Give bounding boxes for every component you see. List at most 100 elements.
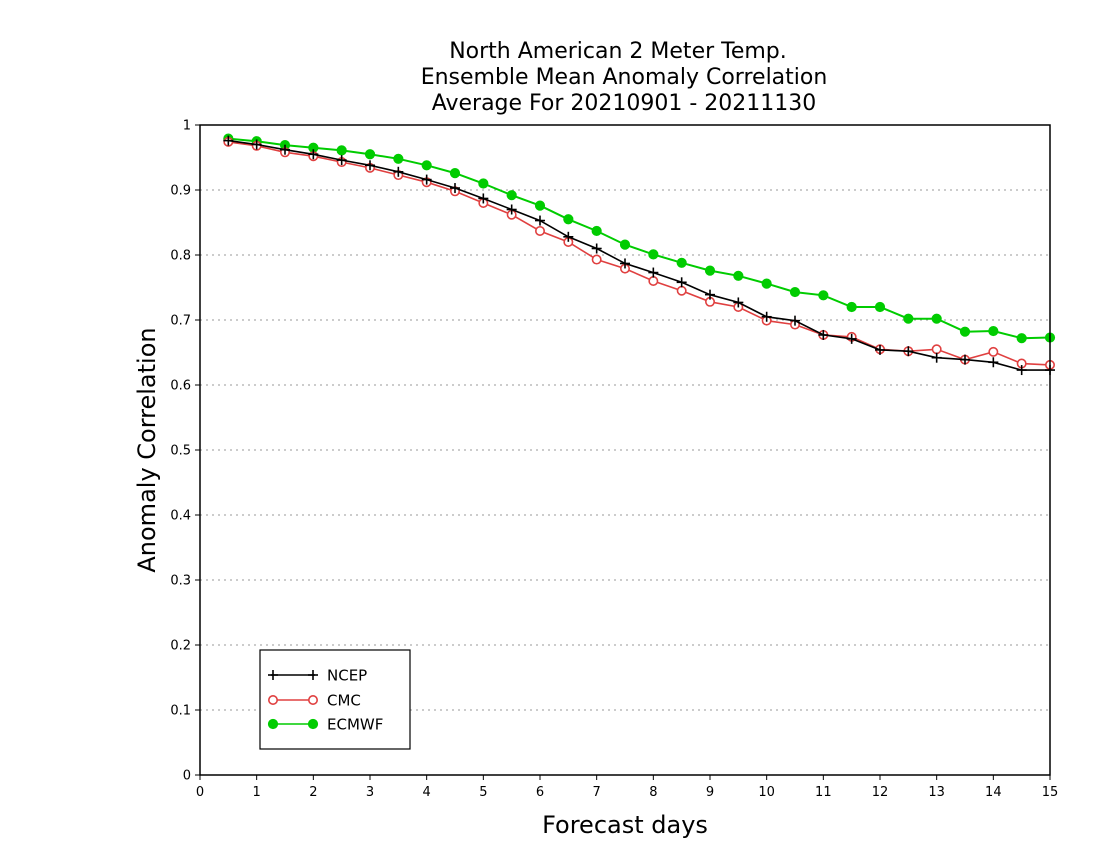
- data-point-ncep: [875, 344, 885, 355]
- legend-label-ncep: NCEP: [327, 667, 367, 685]
- chart-title: North American 2 Meter Temp. Ensemble Me…: [421, 39, 828, 116]
- x-tick-label: 10: [758, 785, 775, 800]
- y-axis-title: Anomaly Correlation: [133, 327, 161, 572]
- data-point-ecmwf: [478, 178, 489, 189]
- data-point-ncep: [506, 204, 517, 215]
- data-point-ecmwf: [676, 257, 687, 268]
- legend-marker-ncep: [308, 670, 318, 680]
- data-point-ncep: [280, 144, 290, 155]
- data-point-ncep: [478, 193, 489, 204]
- data-point-ecmwf: [534, 200, 546, 211]
- legend-marker-ecmwf: [307, 718, 319, 730]
- chart-title-line-1: North American 2 Meter Temp.: [449, 39, 787, 64]
- data-point-ncep: [676, 277, 687, 288]
- data-point-ncep: [535, 215, 545, 226]
- data-point-ecmwf: [449, 168, 461, 179]
- data-point-ecmwf: [846, 301, 857, 313]
- legend-entry-cmc: CMC: [267, 692, 361, 710]
- data-point-ecmwf: [393, 153, 404, 164]
- data-series: [223, 133, 1056, 376]
- legend-entry-ncep: NCEP: [268, 667, 367, 685]
- data-point-ncep: [846, 333, 857, 344]
- y-tick-label: 0.2: [170, 639, 191, 654]
- data-point-ncep: [620, 258, 630, 269]
- data-point-ncep: [450, 183, 460, 194]
- data-point-ncep: [733, 297, 744, 308]
- x-tick-label: 9: [706, 785, 714, 800]
- data-point-ecmwf: [336, 145, 347, 156]
- x-axis-ticks: 0 1 2 3 4 5 6 7 8 9 10 11 12 13 14 15: [196, 775, 1058, 800]
- data-point-ncep: [251, 139, 262, 150]
- data-point-cmc: [591, 254, 602, 265]
- data-point-ncep: [563, 231, 574, 242]
- data-point-ecmwf: [364, 149, 376, 160]
- legend-marker-cmc: [307, 694, 318, 705]
- x-tick-label: 6: [536, 785, 544, 800]
- x-tick-label: 0: [196, 785, 204, 800]
- x-axis-title: Forecast days: [542, 811, 708, 839]
- data-point-ecmwf: [563, 214, 574, 225]
- data-point-ncep: [591, 243, 602, 254]
- plot-frame: [199, 124, 1051, 776]
- series-ecmwf: [223, 133, 1056, 344]
- x-tick-label: 14: [985, 785, 1002, 800]
- data-point-ncep: [223, 135, 234, 146]
- y-axis-ticks: 0 0.1 0.2 0.3 0.4 0.5 0.6 0.7 0.8 0.9 1: [170, 119, 200, 784]
- legend-marker-ecmwf: [267, 718, 279, 730]
- y-tick-label: 0: [183, 769, 191, 784]
- x-tick-label: 2: [309, 785, 317, 800]
- data-point-ncep: [336, 155, 347, 166]
- chart-title-line-3: Average For 20210901 - 20211130: [432, 91, 817, 116]
- series-ncep: [223, 135, 1055, 376]
- legend-marker-ncep: [268, 670, 278, 680]
- data-point-ncep: [988, 357, 999, 368]
- x-tick-label: 13: [928, 785, 945, 800]
- y-tick-label: 0.8: [170, 249, 191, 264]
- x-tick-label: 5: [479, 785, 487, 800]
- data-point-ecmwf: [931, 313, 942, 324]
- data-point-ncep: [960, 354, 970, 365]
- y-tick-label: 0.7: [170, 314, 191, 329]
- data-point-ecmwf: [761, 278, 772, 289]
- data-point-cmc: [676, 285, 687, 296]
- y-tick-label: 0.4: [170, 509, 191, 524]
- y-tick-label: 0.6: [170, 379, 191, 394]
- x-tick-label: 12: [872, 785, 889, 800]
- data-point-ecmwf: [818, 290, 829, 301]
- data-point-ncep: [393, 166, 404, 177]
- data-point-ecmwf: [506, 190, 517, 201]
- data-point-ncep: [903, 346, 914, 357]
- legend: NCEP CMC ECMWF: [259, 649, 411, 750]
- data-point-ncep: [761, 311, 772, 322]
- x-tick-label: 11: [815, 785, 832, 800]
- y-tick-label: 0.3: [170, 574, 191, 589]
- x-tick-label: 3: [366, 785, 374, 800]
- x-tick-label: 4: [423, 785, 431, 800]
- legend-entry-ecmwf: ECMWF: [267, 716, 383, 734]
- data-point-cmc: [648, 275, 659, 286]
- data-point-ncep: [365, 160, 375, 171]
- data-point-ecmwf: [733, 270, 744, 281]
- data-point-ecmwf: [988, 325, 999, 337]
- data-point-cmc: [534, 225, 545, 236]
- data-point-ecmwf: [874, 301, 886, 313]
- x-tick-label: 15: [1042, 785, 1059, 800]
- y-tick-label: 1: [183, 119, 191, 134]
- data-point-ecmwf: [1016, 333, 1027, 344]
- data-point-ecmwf: [591, 225, 602, 237]
- data-point-ecmwf: [704, 265, 716, 276]
- data-point-ecmwf: [789, 286, 801, 298]
- data-point-ncep: [705, 289, 715, 300]
- data-point-ecmwf: [903, 313, 914, 324]
- data-point-ncep: [790, 315, 800, 326]
- data-point-ecmwf: [421, 160, 432, 171]
- series-line-ncep: [228, 139, 1050, 371]
- legend-marker-cmc: [267, 694, 278, 705]
- data-point-ncep: [818, 329, 829, 340]
- legend-label-ecmwf: ECMWF: [327, 716, 383, 734]
- data-point-ecmwf: [619, 239, 631, 250]
- x-tick-label: 8: [649, 785, 657, 800]
- data-point-cmc: [931, 344, 942, 355]
